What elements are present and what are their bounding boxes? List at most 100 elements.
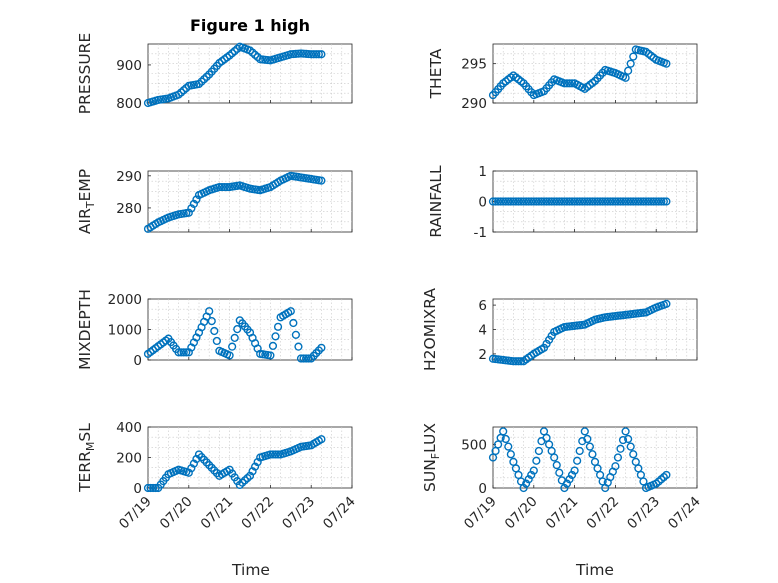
y-tick-label: 0	[133, 353, 142, 369]
data-point	[189, 199, 199, 209]
y-axis-label-7: SUNFLUX	[421, 423, 442, 492]
data-point	[542, 197, 551, 206]
data-point	[567, 79, 577, 88]
data-point	[613, 453, 623, 462]
data-point	[570, 197, 579, 206]
data-point	[522, 479, 531, 488]
data-point	[504, 197, 513, 206]
data-point	[626, 442, 635, 451]
subplot-rainfall: -1 0 1 RAINFALL	[427, 164, 698, 241]
data-point	[210, 326, 219, 336]
data-point	[624, 197, 633, 206]
data-point	[613, 197, 623, 206]
data-point	[621, 427, 630, 436]
data-point	[177, 348, 186, 357]
data-point	[621, 73, 630, 82]
data-point	[289, 318, 298, 328]
data-point	[611, 462, 620, 471]
x-tick-label: 07/24	[665, 494, 704, 533]
data-point	[238, 478, 247, 487]
data-point	[506, 197, 515, 206]
data-point	[644, 197, 653, 206]
data-point	[601, 197, 610, 206]
data-point	[552, 197, 561, 206]
data-point	[225, 351, 234, 360]
data-point	[585, 197, 595, 206]
data-point	[662, 470, 671, 480]
data-point	[659, 197, 668, 206]
y-tick-label: 200	[116, 451, 142, 467]
data-point	[606, 197, 615, 206]
data-point	[629, 450, 638, 459]
y-axis-label-6: TERRMSL	[76, 423, 97, 493]
data-point	[654, 197, 663, 206]
data-point	[217, 182, 227, 192]
data-point	[511, 197, 521, 206]
data-point	[616, 197, 625, 206]
data-point	[235, 480, 244, 490]
x-tick-label: 07/21	[543, 494, 582, 533]
x-tick-label: 07/24	[320, 494, 359, 533]
y-tick-label: 4	[478, 323, 487, 339]
data-point	[200, 75, 209, 84]
data-point	[496, 197, 505, 206]
data-point	[580, 427, 589, 436]
y-tick-label: 900	[116, 58, 142, 74]
data-point	[516, 197, 526, 206]
data-point	[573, 197, 582, 206]
data-point	[618, 435, 628, 445]
y-axis-label-3: RAINFALL	[427, 165, 445, 238]
data-point	[509, 357, 518, 366]
data-point	[621, 197, 630, 206]
data-point	[501, 434, 510, 444]
data-point	[519, 197, 528, 206]
y-tick-label: 0	[478, 481, 487, 497]
data-point	[302, 354, 311, 363]
data-point	[504, 442, 513, 451]
data-point	[309, 50, 318, 59]
data-point	[524, 197, 533, 206]
data-point	[182, 348, 191, 357]
data-point	[296, 354, 306, 363]
data-point	[646, 197, 656, 206]
x-tick-label: 07/23	[279, 494, 318, 533]
data-point	[537, 197, 546, 206]
data-point	[652, 197, 661, 206]
data-point	[212, 336, 221, 346]
data-point	[539, 197, 549, 206]
data-point	[230, 333, 239, 342]
x-tick-label: 07/21	[198, 494, 237, 533]
data-point	[268, 341, 278, 350]
figure-title: Figure 1 high	[190, 16, 310, 35]
subplot-h2omixra: 2 4 6 H2OMIXRA	[421, 288, 698, 371]
y-tick-label: 290	[461, 96, 487, 112]
y-tick-label: 0	[478, 195, 487, 211]
y-tick-label: 295	[461, 57, 487, 73]
data-point	[626, 197, 635, 206]
data-point	[580, 197, 589, 206]
data-point	[649, 197, 658, 206]
data-point	[222, 182, 232, 192]
x-tick-label: 07/22	[583, 494, 622, 533]
y-axis-label-4: MIXDEPTH	[76, 289, 94, 370]
data-point	[552, 461, 561, 470]
data-point	[286, 307, 295, 316]
data-point	[547, 197, 556, 206]
data-point	[187, 204, 196, 213]
y-tick-label: 0	[133, 481, 142, 497]
data-point	[194, 79, 204, 89]
data-point	[611, 197, 620, 206]
data-point	[626, 59, 635, 68]
data-point	[534, 197, 544, 206]
data-point	[499, 197, 508, 206]
y-axis-label-1: THETA	[427, 48, 445, 99]
data-point	[317, 435, 326, 444]
data-point	[639, 197, 648, 206]
subplot-terr-msl: 0 200 400 TERRMSL 07/19 07/20 07/21 07/22 07/23 0…	[76, 420, 359, 532]
data-point	[179, 348, 188, 357]
data-point	[555, 197, 564, 206]
data-point	[588, 450, 597, 459]
subplot-grid: 800 900 PRESSURE 290 295 THETA 280 290 AIRTEMP -1…	[76, 33, 704, 533]
data-point	[149, 483, 158, 493]
data-point	[271, 450, 280, 459]
